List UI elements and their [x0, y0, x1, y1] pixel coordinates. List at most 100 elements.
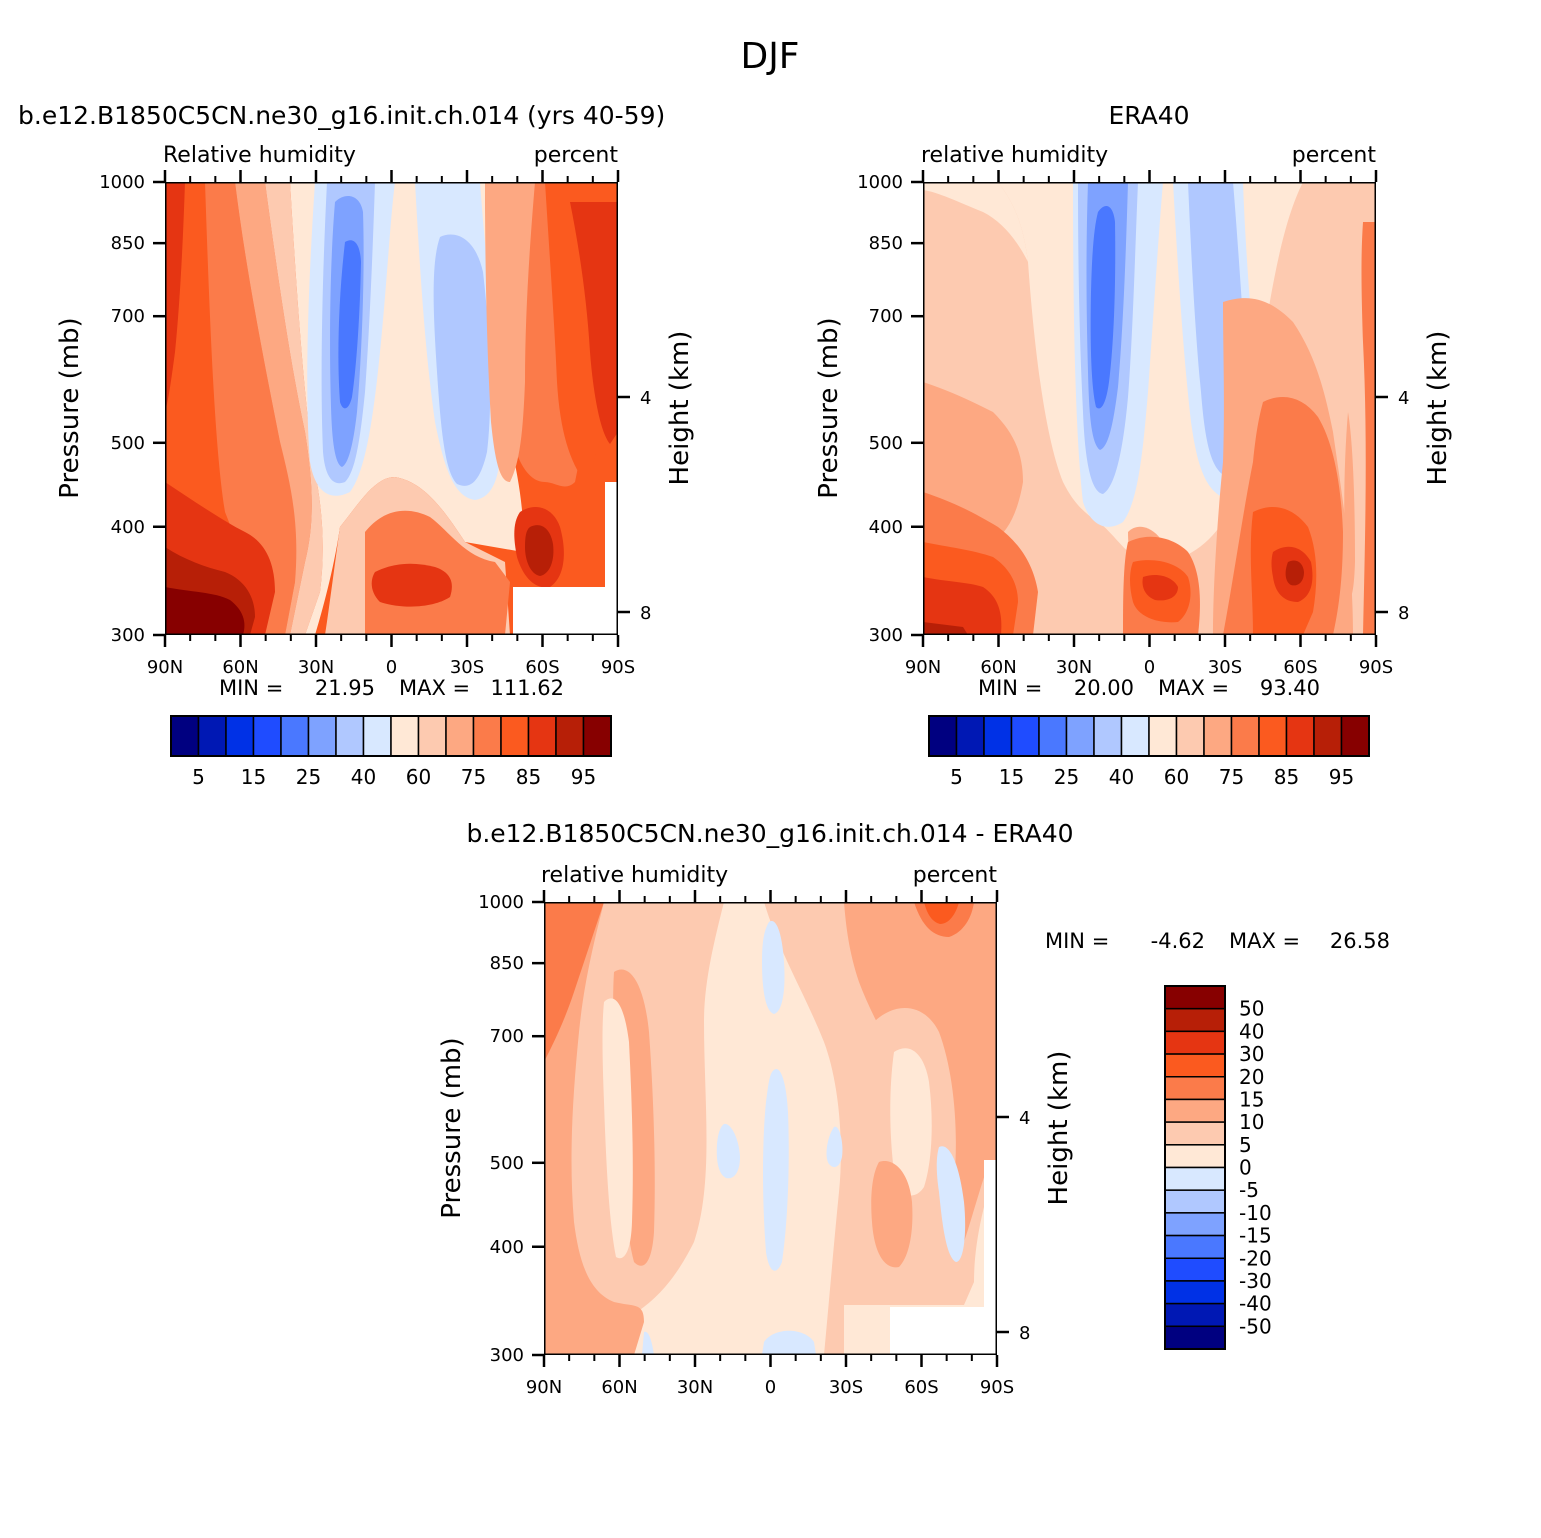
obs-band-90-right: [1285, 560, 1304, 586]
panel-model-colorbar-label: 85: [516, 765, 541, 789]
panel-obs-colorbar-box: [1120, 715, 1150, 757]
figure-title: DJF: [740, 36, 799, 77]
panel-obs-right-string: percent: [1292, 143, 1377, 168]
panel-diff-colorbar-box: [1164, 1076, 1226, 1101]
panel-obs-ytick-label: 300: [869, 625, 903, 646]
panel-model-y2tick-label: 4: [640, 388, 651, 409]
panel-diff-xtick-label: 0: [765, 1377, 776, 1398]
model-band-95-lower-left: [165, 587, 245, 635]
panel-diff-colorbar-label: 10: [1239, 1110, 1264, 1134]
obs-band-90-left: [923, 622, 968, 635]
panel-diff-colorbar-box: [1164, 1280, 1226, 1305]
panel-obs-colorbar-box: [1010, 715, 1040, 757]
panel-obs-colorbar-box: [955, 715, 985, 757]
panel-diff-xtick-label: 30N: [677, 1377, 713, 1398]
panel-diff-plot-area: [544, 902, 997, 1355]
diff-band-10-edge: [984, 902, 997, 1162]
panel-obs-colorbar-box: [1230, 715, 1260, 757]
panel-model-xtick-label: 60S: [525, 657, 559, 678]
panel-model-xtick-label: 30N: [298, 657, 334, 678]
panel-obs-ytick-label: 500: [869, 433, 903, 454]
panel-model-xtick-label: 0: [386, 657, 397, 678]
panel-diff-colorbar-box: [1164, 1302, 1226, 1328]
panel-model-colorbar-label: 95: [571, 765, 596, 789]
panel-model-colorbar-box: [225, 715, 255, 757]
panel-diff-xtick-label: 90N: [526, 1377, 562, 1398]
panel-obs-colorbar-box: [1065, 715, 1095, 757]
panel-diff: b.e12.B1850C5CN.ne30_g16.init.ch.014 - E…: [437, 819, 1390, 1398]
panel-diff-colorbar-label: 5: [1239, 1133, 1252, 1157]
panel-diff-colorbar-label: -10: [1239, 1201, 1272, 1225]
panel-diff-colorbar-label: 40: [1239, 1019, 1264, 1043]
panel-model-case-title: b.e12.B1850C5CN.ne30_g16.init.ch.014 (yr…: [18, 101, 665, 130]
model-band-75: [205, 182, 305, 635]
panel-model-colorbar: 5 15 25 40 60 75 85 95: [170, 715, 612, 789]
panel-diff-colorbar-box: [1164, 1098, 1226, 1123]
panel-model-colorbar-label: 15: [241, 765, 266, 789]
panel-obs-left-string: relative humidity: [921, 143, 1108, 168]
panel-obs-xtick-label: 60N: [980, 657, 1016, 678]
panel-obs-y2label: Height (km): [1423, 331, 1453, 486]
panel-diff-colorbar-box: [1164, 1325, 1226, 1350]
panel-obs-colorbar-label: 60: [1164, 765, 1189, 789]
panel-diff-ytick-label: 1000: [478, 892, 524, 913]
panel-model-colorbar-label: 40: [351, 765, 376, 789]
panel-model-y2label: Height (km): [665, 331, 695, 486]
panel-diff-ytick-label: 700: [490, 1026, 524, 1047]
panel-diff-y2tick-label: 8: [1019, 1323, 1030, 1344]
panel-diff-colorbar-label: 20: [1239, 1065, 1264, 1089]
panel-obs-colorbar-box: [1093, 715, 1123, 757]
diff-mask-edge: [984, 1160, 997, 1307]
panel-diff-colorbar-box: [1164, 1189, 1226, 1214]
panel-obs-ytick-label: 400: [869, 517, 903, 538]
panel-model-xtick-label: 90S: [601, 657, 635, 678]
panel-model-colorbar-box: [362, 715, 392, 757]
panel-diff-ytick-label: 400: [490, 1237, 524, 1258]
panel-obs-ytick-label: 1000: [857, 172, 903, 193]
panel-obs-colorbar-label: 15: [999, 765, 1024, 789]
panel-diff-min-label: MIN =: [1045, 929, 1109, 953]
obs-band-10-left: [1090, 206, 1116, 409]
panel-model-colorbar-label: 25: [296, 765, 321, 789]
panel-diff-xtick-label: 90S: [980, 1377, 1014, 1398]
panel-model-y2tick-label: 8: [640, 603, 651, 624]
obs-band-75-edge: [1361, 222, 1376, 635]
panel-obs-min-value: 20.00: [1074, 676, 1134, 700]
panel-diff-colorbar-box: [1164, 1030, 1226, 1055]
panel-model-colorbar-box: [197, 715, 227, 757]
panel-diff-colorbar-frame: [1164, 985, 1226, 1350]
diff-band-neg-bottom-left: [642, 1331, 654, 1355]
panel-obs-xtick-label: 30S: [1208, 657, 1242, 678]
panel-model-left-string: Relative humidity: [163, 143, 356, 168]
panel-obs-colorbar-box: [1313, 715, 1343, 757]
diff-band-10-left: [544, 902, 644, 1355]
model-band-30-right: [433, 234, 491, 486]
model-band-85-mid: [371, 563, 452, 607]
panel-obs-colorbar-box: [1258, 715, 1288, 757]
model-mask-topography: [513, 587, 618, 635]
panel-obs: ERA40 relative humidity percent: [814, 101, 1453, 789]
diff-band-neg-left: [716, 1123, 740, 1179]
panel-diff-y2label: Height (km): [1044, 1051, 1074, 1206]
panel-model-colorbar-box: [527, 715, 557, 757]
panel-diff-left-string: relative humidity: [541, 863, 728, 888]
panel-model-max-label: MAX =: [399, 676, 470, 700]
panel-diff-ytick-label: 300: [490, 1345, 524, 1366]
panel-model-ytick-label: 700: [111, 306, 145, 327]
panel-model-colorbar-box: [335, 715, 365, 757]
panel-model-colorbar-box: [582, 715, 612, 757]
panel-diff-colorbar-box: [1164, 1212, 1226, 1237]
panel-model-colorbar-box: [307, 715, 337, 757]
panel-model-colorbar-box: [500, 715, 530, 757]
panel-diff-colorbar-label: -5: [1239, 1178, 1259, 1202]
panel-obs-colorbar-label: 75: [1219, 765, 1244, 789]
diff-band-neg-center: [762, 921, 785, 1014]
panel-model-xtick-label: 90N: [147, 657, 183, 678]
panel-diff-colorbar-label: -30: [1239, 1269, 1272, 1293]
obs-band-60-left: [923, 182, 1028, 262]
panel-model-ytick-label: 1000: [99, 172, 145, 193]
panel-diff-xtick-label: 30S: [829, 1377, 863, 1398]
panel-model-colorbar-box: [417, 715, 447, 757]
obs-band-85-mid: [1142, 575, 1178, 601]
